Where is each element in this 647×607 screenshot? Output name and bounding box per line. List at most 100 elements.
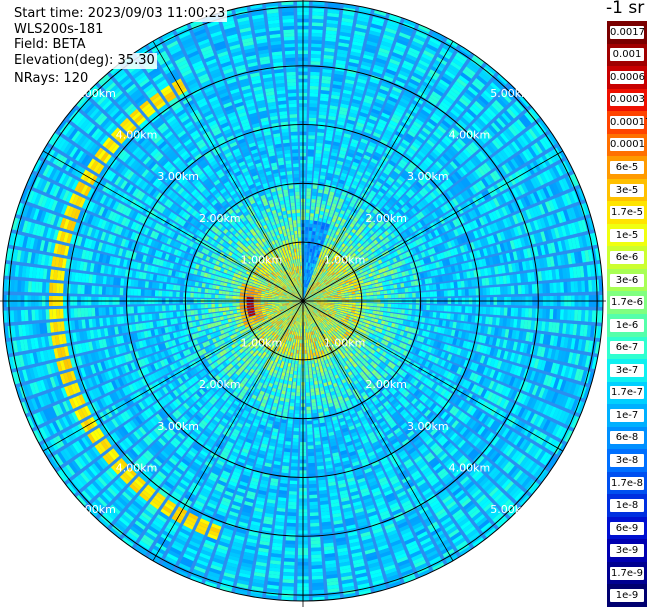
range-gate-cell — [322, 233, 327, 238]
range-gate-cell — [314, 264, 318, 269]
range-gate-cell — [313, 177, 319, 182]
range-gate-cell — [329, 108, 338, 114]
range-gate-cell — [415, 286, 420, 292]
range-gate-cell — [308, 124, 316, 129]
range-gate-cell — [552, 309, 557, 320]
range-gate-cell — [307, 353, 311, 358]
range-gate-cell — [311, 202, 316, 207]
range-gate-cell — [338, 110, 348, 116]
range-gate-cell — [429, 37, 442, 46]
range-gate-cell — [446, 282, 451, 289]
range-gate-cell — [341, 191, 347, 197]
range-gate-cell — [359, 111, 368, 118]
range-gate-cell — [328, 194, 334, 200]
range-gate-cell — [352, 95, 362, 101]
range-gate-cell — [381, 112, 390, 119]
range-gate-cell — [303, 286, 305, 291]
range-gate-cell — [368, 81, 379, 88]
range-gate-cell — [334, 211, 339, 217]
range-gate-cell — [321, 161, 328, 166]
range-gate-cell — [324, 186, 330, 192]
range-gate-cell — [374, 128, 383, 135]
range-gate-cell — [343, 133, 352, 139]
range-gate-cell — [319, 251, 323, 256]
range-gate-cell — [411, 310, 416, 316]
range-gate-cell — [414, 34, 426, 43]
range-gate-cell — [507, 285, 512, 295]
range-gate-cell — [405, 304, 409, 309]
range-gate-cell — [333, 73, 344, 79]
range-gate-cell — [320, 86, 330, 91]
range-gate-cell — [326, 201, 332, 207]
range-gate-cell — [335, 219, 341, 225]
range-gate-cell — [390, 308, 395, 313]
range-gate-cell — [310, 78, 320, 83]
range-gate-cell — [500, 286, 505, 295]
range-gate-cell — [425, 285, 430, 291]
range-gate-cell — [304, 262, 306, 266]
range-gate-cell — [332, 214, 338, 220]
range-gate-cell — [332, 84, 342, 90]
range-gate-cell — [307, 152, 314, 157]
range-gate-cell — [324, 44, 336, 49]
range-gate-cell — [542, 283, 547, 294]
range-gate-cell — [331, 91, 341, 97]
range-gate-cell — [322, 193, 328, 198]
range-gate-cell — [412, 37, 425, 46]
range-gate-cell — [311, 36, 323, 41]
range-gate-cell — [352, 98, 361, 105]
range-gate-cell — [396, 104, 407, 112]
range-gate-cell — [383, 30, 396, 38]
range-gate-cell — [340, 238, 345, 243]
range-gate-cell — [319, 175, 326, 180]
range-gate-cell — [340, 103, 349, 109]
range-gate-cell — [362, 131, 371, 138]
range-gate-cell — [591, 279, 596, 292]
range-gate-cell — [319, 178, 325, 183]
range-gate-cell — [408, 287, 413, 293]
range-gate-cell — [313, 224, 317, 229]
range-gate-cell — [411, 286, 416, 292]
range-gate-cell — [307, 284, 310, 288]
range-gate-cell — [325, 234, 330, 239]
range-gate-cell — [356, 16, 369, 23]
range-gate-cell — [307, 248, 310, 252]
range-gate-cell — [380, 40, 393, 48]
range-gate-cell — [352, 41, 364, 47]
range-gate-cell — [346, 208, 352, 214]
range-gate-cell — [314, 213, 319, 218]
range-gate-cell — [305, 262, 308, 266]
range-gate-cell — [325, 262, 329, 266]
range-gate-cell — [341, 218, 347, 224]
range-gate-cell — [316, 139, 324, 144]
range-gate-cell — [342, 14, 354, 20]
range-gate-cell — [383, 105, 393, 113]
range-gate-cell — [319, 271, 323, 275]
range-gate-cell — [414, 280, 419, 286]
range-gate-cell — [366, 88, 376, 95]
range-gate-cell — [373, 303, 378, 307]
range-gate-cell — [503, 307, 508, 316]
range-gate-cell — [343, 162, 351, 168]
range-gate-cell — [318, 214, 324, 219]
range-gate-cell — [303, 294, 305, 298]
range-gate-cell — [545, 283, 550, 294]
range-gate-cell — [341, 17, 354, 24]
range-gate-cell — [400, 28, 413, 37]
range-gate-cell — [376, 307, 381, 311]
range-gate-cell — [314, 217, 318, 222]
range-gate-cell — [436, 305, 441, 311]
range-gate-cell — [307, 244, 311, 249]
range-gate-cell — [309, 216, 314, 221]
range-gate-cell — [310, 281, 313, 286]
range-gate-cell — [352, 37, 365, 44]
range-gate-cell — [408, 304, 413, 309]
range-gate-cell — [314, 430, 320, 435]
range-gate-cell — [312, 1, 325, 6]
range-gate-cell — [349, 202, 355, 208]
range-gate-cell — [320, 89, 330, 95]
range-gate-cell — [319, 262, 323, 267]
range-gate-cell — [341, 21, 353, 27]
range-gate-cell — [308, 230, 312, 235]
range-gate-cell — [321, 259, 325, 264]
